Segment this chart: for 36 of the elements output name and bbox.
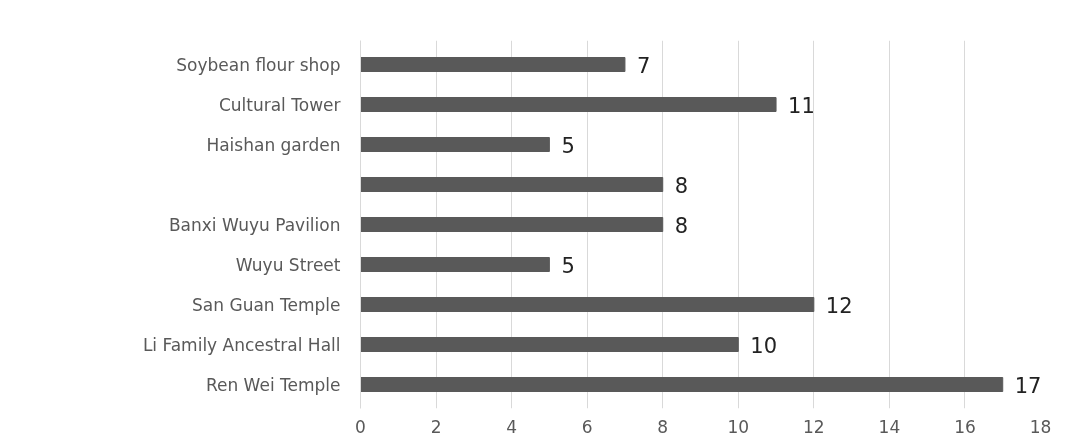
bar bbox=[360, 97, 777, 112]
bar bbox=[360, 217, 664, 232]
bar bbox=[360, 297, 815, 312]
x-tick-label: 16 bbox=[954, 416, 976, 437]
x-tick-label: 0 bbox=[355, 416, 366, 437]
y-tick-label: Ren Wei Temple bbox=[205, 374, 341, 395]
data-label: 12 bbox=[825, 293, 853, 318]
x-tick-label: 12 bbox=[803, 416, 825, 437]
y-tick-label: Banxi Wuyu Pavilion bbox=[168, 214, 341, 235]
x-tick-label: 4 bbox=[506, 416, 518, 437]
x-tick-label: 6 bbox=[581, 416, 593, 437]
data-label: 8 bbox=[674, 173, 689, 198]
bar bbox=[360, 377, 1004, 392]
data-label: 5 bbox=[561, 133, 575, 158]
bar bbox=[360, 137, 550, 152]
y-tick-label: Soybean flour shop bbox=[176, 54, 341, 75]
y-tick-label: Li Family Ancestral Hall bbox=[142, 334, 341, 355]
data-label: 7 bbox=[636, 53, 651, 78]
y-tick-label: Wuyu Street bbox=[235, 254, 341, 275]
data-label: 10 bbox=[750, 333, 778, 358]
data-label: 11 bbox=[788, 93, 815, 118]
bar bbox=[360, 337, 739, 352]
y-tick-label: Haishan garden bbox=[206, 134, 341, 155]
data-label: 8 bbox=[674, 213, 689, 238]
x-tick-label: 14 bbox=[878, 416, 901, 437]
data-label: 17 bbox=[1014, 373, 1042, 398]
bar bbox=[360, 177, 664, 192]
y-tick-label: San Guan Temple bbox=[192, 294, 341, 315]
x-tick-label: 18 bbox=[1029, 416, 1052, 437]
x-tick-label: 8 bbox=[657, 416, 669, 437]
data-label: 5 bbox=[561, 253, 575, 278]
bar bbox=[360, 57, 626, 72]
y-tick-label: Cultural Tower bbox=[218, 94, 341, 115]
bar bbox=[360, 257, 550, 272]
x-tick-label: 2 bbox=[430, 416, 442, 437]
x-tick-label: 10 bbox=[727, 416, 750, 437]
